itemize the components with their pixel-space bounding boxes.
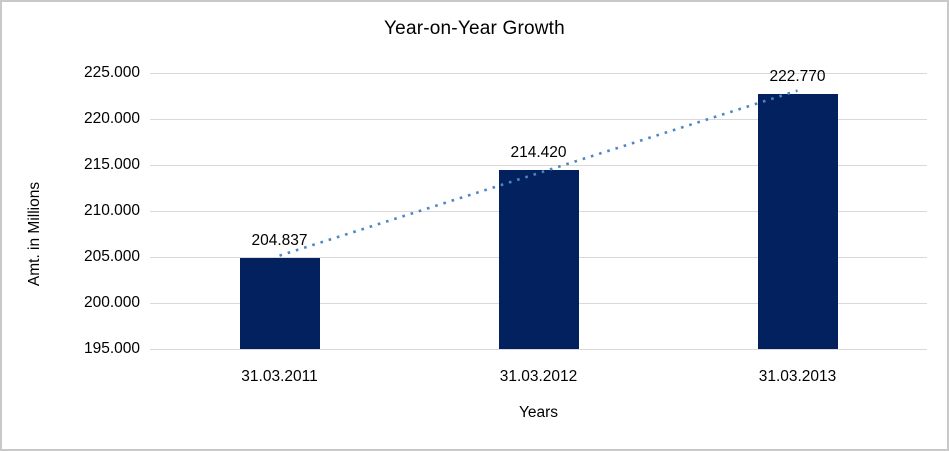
gridline xyxy=(150,348,927,350)
x-tick-label: 31.03.2013 xyxy=(758,368,837,385)
x-tick-label: 31.03.2011 xyxy=(241,368,318,385)
gridline xyxy=(150,72,927,74)
bar xyxy=(757,93,838,349)
chart-title: Year-on-Year Growth xyxy=(384,18,565,39)
bar-value-label: 222.770 xyxy=(769,67,826,85)
y-tick-label: 195.000 xyxy=(83,340,140,357)
y-tick-label: 220.000 xyxy=(83,110,140,127)
y-tick-label: 205.000 xyxy=(83,248,140,265)
y-tick-label: 210.000 xyxy=(83,202,140,219)
y-axis-title: Amt. in Millions xyxy=(26,181,43,287)
bar-value-label: 204.837 xyxy=(251,232,308,250)
x-axis-title: Years xyxy=(518,404,559,421)
y-tick-label: 225.000 xyxy=(83,64,140,81)
x-tick-label: 31.03.2012 xyxy=(499,368,578,385)
bar xyxy=(498,170,579,349)
bar-value-label: 214.420 xyxy=(510,144,567,162)
y-tick-label: 215.000 xyxy=(83,156,140,173)
bar xyxy=(239,258,320,349)
y-tick-label: 200.000 xyxy=(83,294,140,311)
